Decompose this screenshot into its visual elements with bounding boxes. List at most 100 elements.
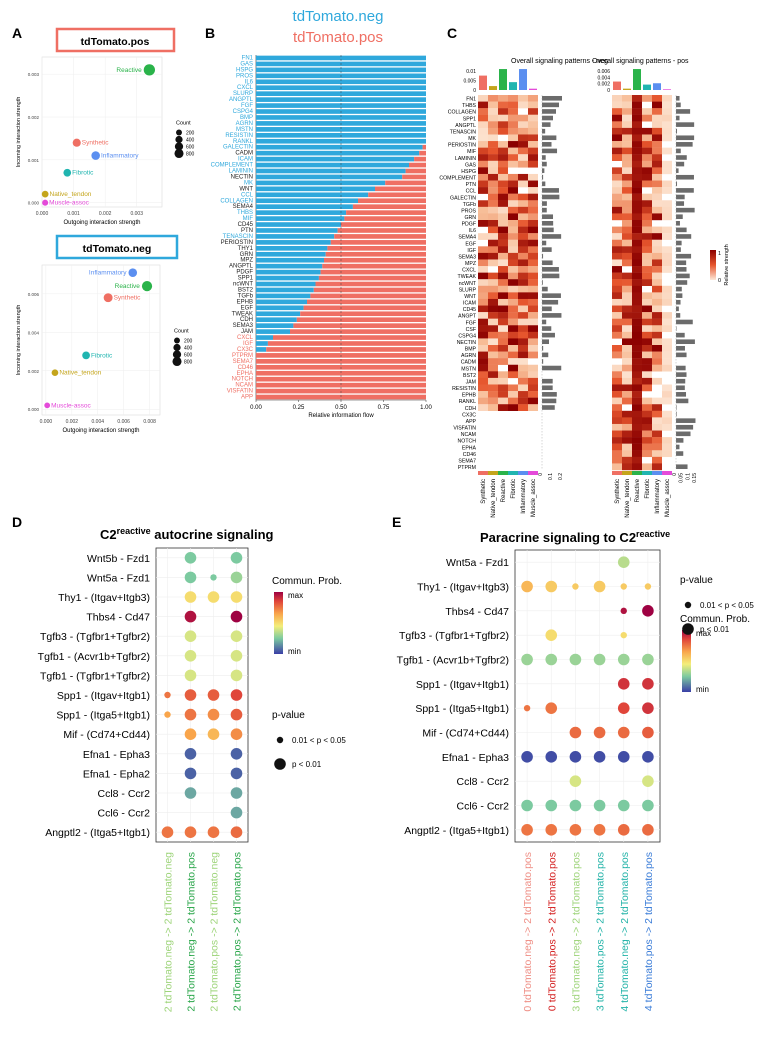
heat-cell: [622, 371, 632, 379]
heat-cell: [632, 437, 642, 444]
bar-pos: [310, 293, 426, 299]
heat-cell: [642, 200, 652, 208]
row-bar: [676, 326, 677, 331]
pos-title-box: [55, 27, 176, 53]
heat-cell: [632, 200, 642, 208]
heat-cell: [652, 167, 662, 175]
heat-cell: [498, 358, 508, 365]
category-label: EPHA: [237, 371, 253, 377]
dotplot-dot: [184, 748, 197, 760]
heat-row-label: BST2: [463, 373, 476, 379]
row-bar: [542, 115, 553, 121]
heat-row-label: CCL: [466, 189, 476, 195]
count-legend-label: 200: [184, 339, 193, 345]
category-label: ICAM: [238, 157, 253, 163]
heat-row-label: WNT: [464, 294, 477, 300]
heat-cell: [518, 147, 528, 155]
scatter-frame: [41, 264, 161, 416]
heat-cell: [612, 233, 622, 240]
heat-cell: [498, 147, 508, 155]
heat-cell: [652, 246, 662, 254]
heat-row-label: PDGF: [462, 222, 476, 228]
heat-cell: [528, 233, 538, 240]
heat-cell: [528, 345, 538, 352]
pvalue-legend-large: p < 0.01: [292, 760, 322, 769]
heat-cell: [612, 167, 622, 175]
heat-cell: [622, 410, 632, 418]
heat-cell: [488, 305, 498, 313]
dotplot-dot: [184, 591, 197, 603]
dotplot-dot: [207, 728, 220, 740]
bar-pos: [256, 359, 426, 364]
dotplot-column-label: 3 tdTomato.pos -> 2 tdTomato.pos: [595, 852, 607, 1011]
scatter-point: [103, 293, 113, 303]
heat-cell: [632, 292, 642, 300]
bar-neg: [256, 305, 304, 311]
top-bar: [643, 84, 651, 90]
row-bar: [676, 405, 677, 410]
heat-cell: [652, 423, 662, 431]
dotplot-row-label: Wnt5a - Fzd1: [446, 557, 509, 569]
scatter-point-label: Fibrotic: [72, 170, 94, 177]
heat-cell: [508, 154, 518, 161]
heat-cell: [642, 108, 652, 115]
scatter-point: [63, 168, 72, 177]
heat-row-label: SEMA4: [458, 235, 476, 241]
heat-cell: [498, 404, 508, 411]
y-tick-label: 0.003: [28, 72, 40, 77]
heat-cell: [632, 147, 642, 155]
bar-pos: [409, 162, 426, 168]
heat-cell: [632, 266, 642, 273]
heat-cell: [622, 134, 632, 142]
category-label: THBS: [237, 210, 253, 216]
legend-neg: tdTomato.neg: [293, 8, 384, 25]
heat-cell: [632, 246, 642, 254]
heat-cell: [498, 187, 508, 194]
bar-neg: [256, 234, 335, 239]
heat-cell: [478, 200, 488, 208]
column-label: Fibrotic: [511, 479, 517, 499]
bar-pos: [307, 299, 426, 305]
dotplot-dot: [617, 824, 630, 836]
heat-cell: [528, 187, 538, 194]
heat-cell: [518, 220, 528, 227]
heat-cell: [508, 233, 518, 240]
heat-row-label: AGRN: [461, 353, 476, 359]
heat-cell: [508, 246, 518, 254]
column-color-strip: [662, 471, 672, 475]
heat-cell: [662, 108, 672, 115]
count-legend-dot: [172, 356, 182, 367]
dotplot-dot: [545, 702, 558, 714]
heat-cell: [642, 345, 652, 352]
heat-cell: [642, 206, 652, 214]
heat-cell: [518, 213, 528, 221]
row-bar: [542, 359, 544, 364]
heat-row-label: NCAM: [461, 432, 476, 438]
heat-cell: [612, 423, 622, 431]
heat-cell: [518, 95, 528, 102]
heat-cell: [612, 456, 622, 464]
heat-cell: [632, 279, 642, 286]
x-tick-label: 0.002: [99, 211, 112, 217]
column-label: Native_tendon: [625, 479, 631, 518]
heat-cell: [632, 404, 642, 411]
panel-e-title-prefix: Paracrine signaling to C2: [480, 530, 636, 545]
heat-cell: [652, 430, 662, 438]
heat-cell: [528, 226, 538, 234]
heat-cell: [478, 404, 488, 411]
heat-cell: [652, 101, 662, 109]
heat-cell: [488, 391, 498, 398]
bar-pos: [375, 186, 426, 192]
heat-cell: [488, 226, 498, 234]
bar-neg: [256, 150, 420, 156]
scatter-point-label: Synthetic: [82, 140, 109, 147]
dotplot-column-label: 4 tdTomato.pos -> 2 tdTomato.pos: [643, 852, 655, 1011]
category-label: GRN: [240, 252, 253, 258]
bar-neg: [256, 156, 415, 162]
heat-cell: [478, 272, 488, 280]
heat-cell: [488, 246, 498, 254]
dotplot-dot: [230, 767, 243, 780]
heat-cell: [478, 318, 488, 326]
heat-cell: [498, 305, 508, 313]
category-label: ANGPTL: [229, 264, 254, 270]
